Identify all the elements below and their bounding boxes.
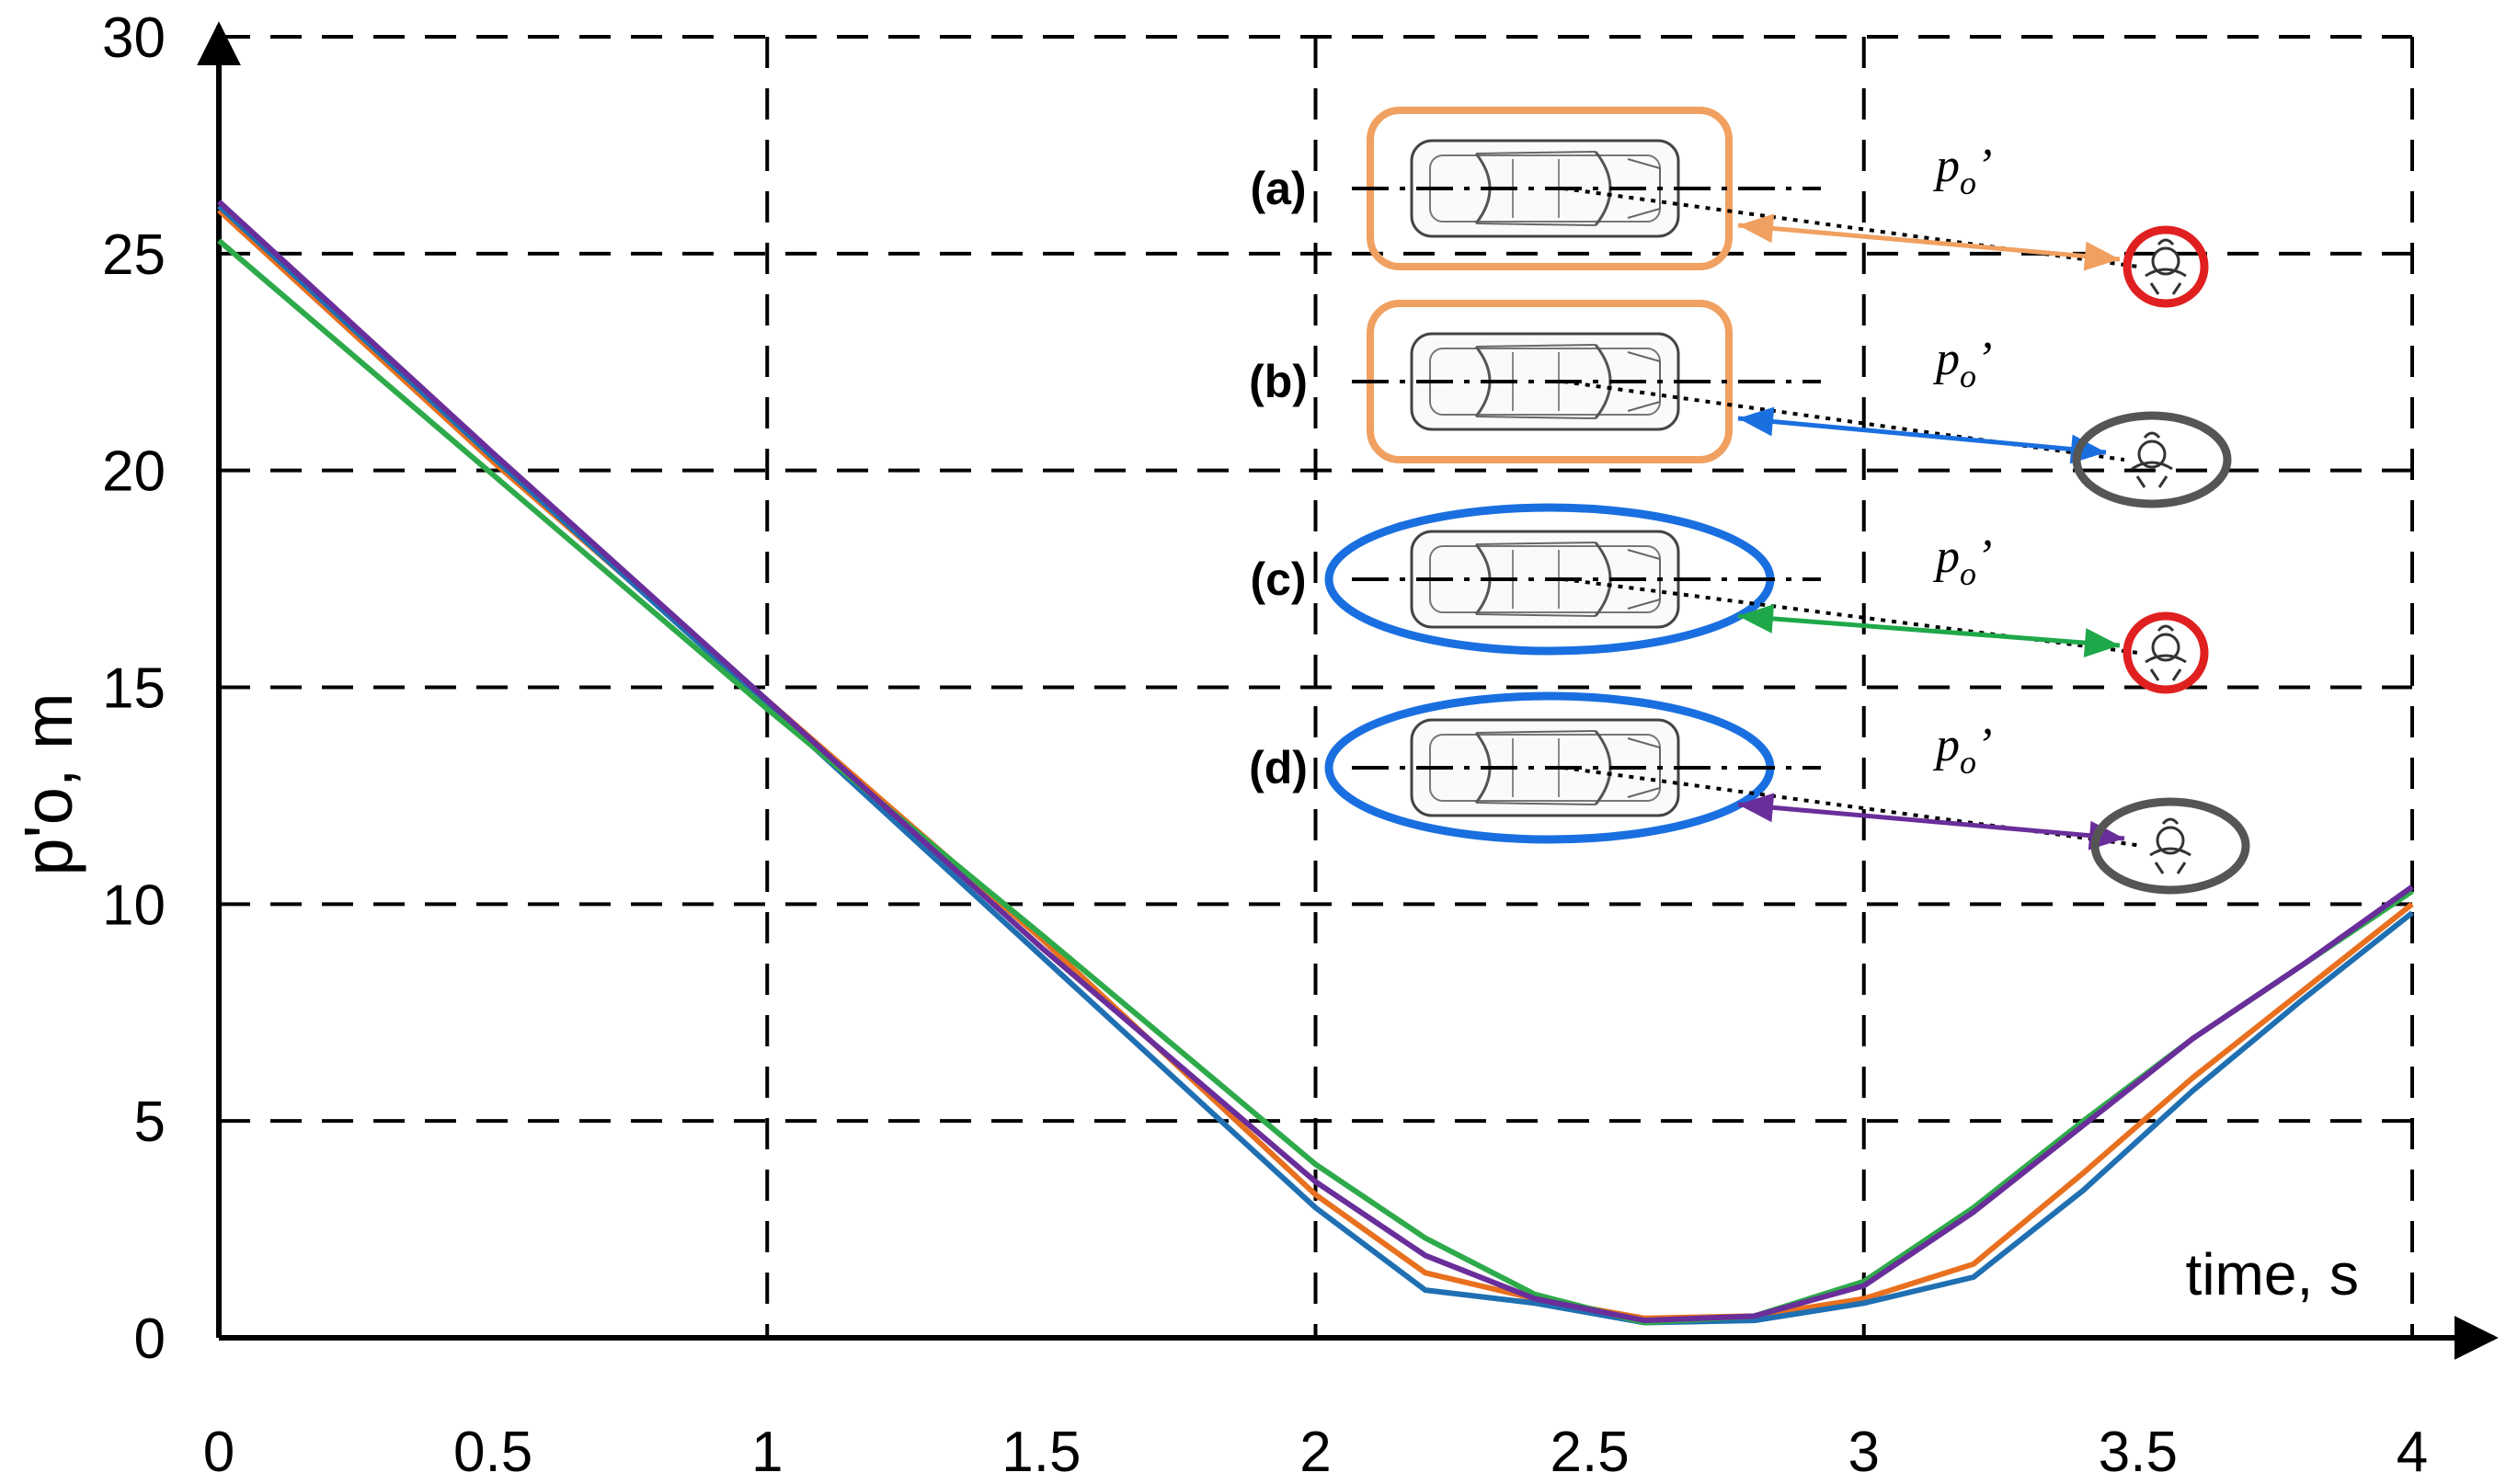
- tick-labels: 0 0.5 1 1.5 2 2.5 3 3.5 4 0 5 10 15 20 25 30: [102, 6, 2428, 1484]
- pedestrian-icon: [2144, 238, 2188, 296]
- arrowhead-start: [1738, 793, 1775, 823]
- distance-label: po’: [1932, 531, 1992, 592]
- arrowhead-end: [2083, 241, 2120, 271]
- arrowhead-end: [2083, 628, 2120, 658]
- x-axis-label: time, s: [2186, 1241, 2359, 1307]
- x-tick-label: 3: [1848, 1421, 1880, 1484]
- y-tick-label: 10: [102, 873, 166, 937]
- distance-label: po’: [1932, 333, 1992, 394]
- scenario-inset: (a) po’ (b) po’ (c) po’ (d) po’: [1249, 107, 2250, 895]
- axes: [197, 21, 2499, 1360]
- distance-arrow: [1737, 223, 2121, 262]
- pedestrian-icon: [2130, 431, 2174, 489]
- y-tick-label: 25: [102, 223, 166, 287]
- series-line-4: [216, 199, 2414, 1324]
- distance-arrow: [1737, 613, 2121, 648]
- y-tick-label: 5: [134, 1090, 166, 1154]
- data-series: [216, 199, 2414, 1326]
- y-tick-label: 30: [102, 6, 166, 70]
- y-tick-label: 20: [102, 440, 166, 504]
- x-tick-label: 2.5: [1551, 1421, 1630, 1484]
- distance-label: po’: [1932, 719, 1992, 781]
- distance-label: po’: [1932, 140, 1992, 201]
- scenario-panel: (b) po’: [1249, 300, 2232, 508]
- grid-lines: [219, 35, 2414, 1338]
- x-tick-label: 4: [2397, 1421, 2428, 1484]
- x-tick-label: 0.5: [453, 1421, 532, 1484]
- pedestrian-icon: [2144, 624, 2188, 682]
- x-tick-label: 2: [1299, 1421, 1331, 1484]
- x-tick-label: 1: [751, 1421, 783, 1484]
- scenario-panel: (a) po’: [1250, 107, 2209, 308]
- y-tick-label: 0: [134, 1307, 166, 1371]
- arrowhead-start: [1738, 406, 1775, 437]
- pedestrian-highlight-frame: [2072, 411, 2232, 508]
- distance-guide: [1562, 577, 2139, 655]
- y-tick-label: 15: [102, 657, 166, 721]
- x-tick-label: 0: [203, 1421, 235, 1484]
- arrowhead-start: [1738, 213, 1775, 244]
- panel-label: (d): [1249, 742, 1308, 793]
- y-axis-label: p'o, m: [10, 692, 86, 875]
- pedestrian-icon: [2148, 817, 2192, 875]
- distance-guide: [1562, 187, 2139, 268]
- distance-arrow: [1737, 416, 2107, 455]
- pedestrian-highlight-frame: [2123, 611, 2209, 694]
- panel-label: (a): [1250, 163, 1306, 214]
- x-tick-label: 3.5: [2099, 1421, 2178, 1484]
- scenario-panel: (c) po’: [1250, 503, 2209, 694]
- scenario-panel: (d) po’: [1249, 691, 2250, 895]
- x-tick-label: 1.5: [1001, 1421, 1081, 1484]
- arrowhead-start: [1738, 603, 1775, 634]
- pedestrian-highlight-frame: [2123, 225, 2209, 308]
- panel-label: (b): [1249, 356, 1308, 407]
- panel-label: (c): [1250, 554, 1306, 605]
- pedestrian-highlight-frame: [2090, 797, 2250, 895]
- distance-arrow: [1737, 802, 2125, 841]
